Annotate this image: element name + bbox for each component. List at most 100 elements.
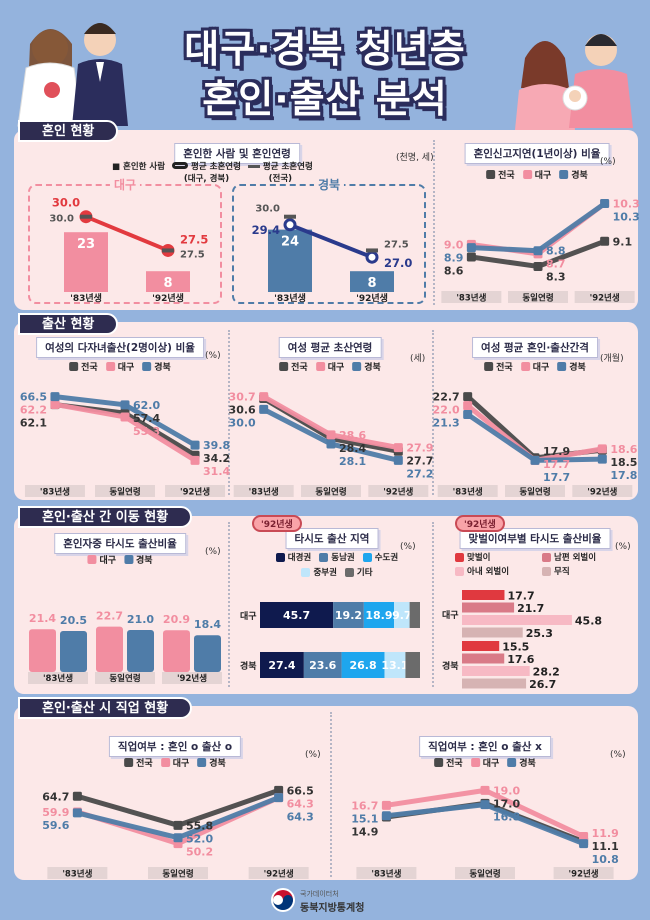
legend-item: 동남권: [319, 551, 355, 563]
x-tick-label: 동일연령: [109, 487, 140, 498]
divider: [228, 522, 230, 687]
data-label: 28.1: [339, 455, 366, 468]
data-point: [480, 785, 490, 795]
data-point: [579, 831, 589, 841]
section-tab-migration: 혼인·출산 간 이동 현황: [18, 506, 193, 528]
legend-swatch: [470, 758, 480, 767]
data-label: 17.8: [610, 469, 637, 482]
page-title-line-1: 대구·경북 청년층: [184, 27, 466, 71]
legend-swatch: [522, 170, 532, 179]
x-axis-band: [508, 291, 568, 303]
legend-item: 대구: [470, 756, 500, 769]
data-label: 30.0: [49, 214, 74, 225]
legend-item: 수도권: [362, 551, 398, 563]
legend-swatch: [507, 758, 517, 767]
chart-title: 혼인한 사람 및 혼인연령: [174, 143, 300, 164]
legend-item: 대구: [315, 360, 344, 373]
data-label: 50.2: [186, 845, 213, 858]
data-point: [463, 401, 473, 411]
x-tick-label: '92년생: [356, 292, 388, 304]
section-tab-job: 혼인·출산 시 직업 현황: [18, 697, 193, 719]
stack-segment: [363, 602, 395, 628]
data-label: 11.9: [592, 827, 619, 840]
legend-label: 아내 외벌이: [467, 567, 510, 577]
section-job-panel: [14, 706, 638, 880]
marriage-chart-daegu: 23 '83년생 8'92년생 30.0 30.0 27.5 27.5: [49, 196, 208, 304]
legend-swatch: [455, 566, 464, 576]
legend-item: 전국: [124, 756, 153, 769]
data-label: 64.3: [287, 797, 314, 810]
data-point: [259, 404, 269, 414]
legend-label: 전국: [81, 363, 98, 373]
bar-label: 45.8: [575, 615, 602, 628]
segment-label: 27.4: [268, 659, 295, 672]
data-label: 15.1: [351, 812, 378, 825]
bar: [29, 629, 56, 672]
grouped-bar-chart: '83년생 21.4 20.5 동일연령 22.7 21.0 '92년생 20.9 18.4: [28, 610, 222, 684]
data-label: 34.2: [203, 452, 230, 465]
chart-title: 혼인신고지연(1년이상) 비율: [464, 143, 610, 164]
divider: [330, 712, 332, 877]
data-label: 9.0: [444, 238, 464, 251]
data-point: [480, 800, 490, 810]
data-label: 27.5: [384, 239, 409, 250]
chart-legend: 전국 대구 경북: [434, 756, 536, 769]
bar-label: 21.0: [127, 613, 154, 626]
data-label: 29.4: [252, 223, 280, 237]
segment-label: 13.1: [381, 659, 408, 672]
legend-swatch: [279, 362, 289, 371]
bar-label: 20.5: [60, 614, 87, 627]
line-chart: '83년생 동일연령 '92년생22.722.021.317.917.717.718…: [433, 391, 638, 498]
data-label: 19.0: [493, 784, 520, 797]
segment-label: 18.9: [365, 609, 392, 622]
x-axis-band: [24, 485, 85, 497]
chart-legend: ■ 혼인한 사람 평균 초혼연령 (대구, 경북) 평균 초혼연령 (전국): [112, 160, 313, 184]
data-label: 28.6: [339, 429, 366, 442]
x-tick-label: '83년생: [70, 292, 102, 304]
x-axis-band: [455, 867, 515, 879]
x-axis-band: [165, 485, 226, 497]
data-label: 27.5: [180, 232, 208, 246]
data-label: 62.1: [20, 417, 47, 430]
legend-label: 경북: [571, 171, 588, 181]
x-axis-band: [47, 867, 108, 879]
x-tick-label: '92년생: [264, 869, 294, 880]
bar-label: 17.7: [507, 590, 534, 603]
legend-item: 대구: [522, 168, 551, 181]
chart-title: 여성 평균 초산연령: [278, 337, 382, 358]
chart-title: 혼인자중 타시도 출산비율: [54, 533, 186, 554]
x-tick-label: '83년생: [274, 292, 306, 304]
legend-item-region-age: 평균 초혼연령 (대구, 경북): [172, 160, 241, 184]
data-point: [50, 392, 60, 402]
legend-item: 대구: [105, 360, 134, 373]
legend-label: 혼인한 사람: [123, 162, 166, 172]
legend-swatch: [160, 758, 170, 767]
data-label: 27.5: [180, 249, 205, 260]
bar: [462, 615, 572, 625]
legend-item: 전국: [484, 360, 513, 373]
chart-unit: (%): [600, 157, 616, 167]
national-age-marker: [284, 214, 296, 219]
chart-legend: 전국 대구 경북: [124, 756, 226, 769]
data-point: [463, 409, 473, 419]
data-label: 27.9: [406, 442, 433, 455]
chart-unit: (%): [610, 750, 626, 760]
bar-label: 17.6: [507, 653, 534, 666]
data-point: [120, 400, 130, 410]
chart-title: 직업여부 : 혼인 o 출산 x: [419, 736, 551, 757]
chart-unit: (%): [205, 351, 221, 361]
x-axis-band: [248, 867, 309, 879]
data-point: [50, 399, 60, 409]
page-title-line-2: 혼인·출산 분석: [202, 77, 448, 121]
national-age-marker: [80, 214, 92, 219]
data-label: 62.2: [20, 404, 47, 417]
legend-label: 대구: [482, 759, 500, 769]
legend-swatch: [275, 552, 285, 562]
series-line: [471, 201, 607, 254]
chart-legend: 전국 대구 경북: [279, 360, 381, 373]
bar-label: 21.4: [29, 612, 56, 625]
legend-swatch: [197, 758, 207, 767]
data-label: 14.9: [351, 825, 378, 838]
stack-segment: [303, 652, 342, 678]
x-axis-band: [95, 485, 155, 497]
